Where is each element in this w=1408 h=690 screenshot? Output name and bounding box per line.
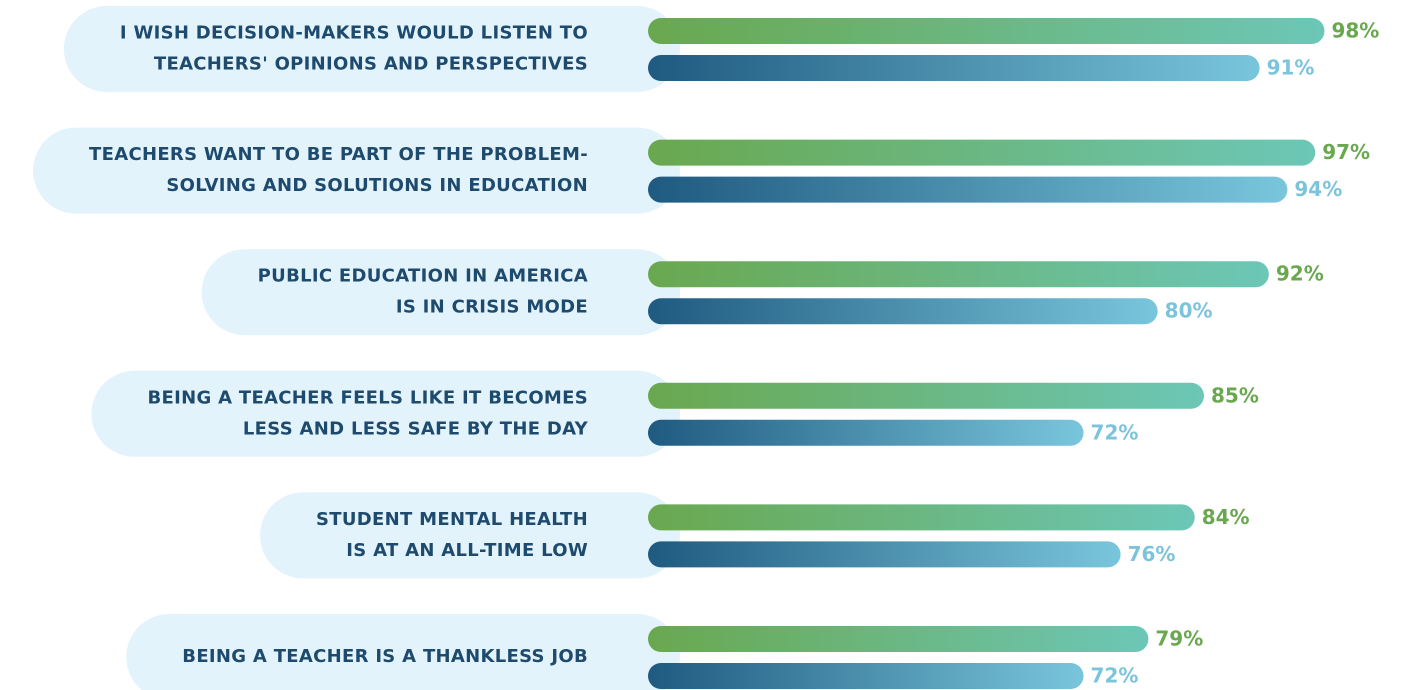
bar — [648, 18, 1325, 44]
value-label: 79% — [1155, 627, 1203, 651]
bar — [648, 55, 1260, 81]
category-label: BEING A TEACHER IS A THANKLESS JOB — [182, 646, 588, 667]
value-label: 92% — [1276, 262, 1324, 286]
value-label: 98% — [1331, 19, 1379, 43]
value-label: 84% — [1202, 505, 1250, 529]
category-label: TEACHERS' OPINIONS AND PERSPECTIVES — [154, 54, 588, 75]
category-label: PUBLIC EDUCATION IN AMERICA — [258, 266, 588, 287]
category-pill — [201, 249, 680, 336]
category-label: BEING A TEACHER FEELS LIKE IT BECOMES — [147, 387, 588, 408]
value-label: 76% — [1128, 542, 1176, 566]
value-label: 91% — [1267, 56, 1315, 80]
value-label: 97% — [1322, 140, 1370, 164]
bar — [648, 541, 1121, 568]
value-label: 72% — [1091, 664, 1139, 688]
value-label: 85% — [1211, 383, 1259, 407]
category-pill — [260, 492, 680, 579]
value-label: 72% — [1091, 420, 1139, 444]
bar — [648, 663, 1084, 689]
category-label: SOLVING AND SOLUTIONS IN EDUCATION — [166, 175, 588, 196]
value-label: 80% — [1165, 299, 1213, 323]
value-label: 94% — [1294, 177, 1342, 201]
bar — [648, 176, 1288, 203]
bar — [648, 382, 1204, 409]
category-label: LESS AND LESS SAFE BY THE DAY — [243, 418, 589, 439]
bar — [648, 298, 1158, 325]
bar — [648, 504, 1195, 531]
category-label: IS AT AN ALL-TIME LOW — [346, 540, 588, 561]
bar — [648, 419, 1084, 446]
category-pill — [63, 6, 680, 92]
category-label: STUDENT MENTAL HEALTH — [316, 509, 588, 530]
category-label: TEACHERS WANT TO BE PART OF THE PROBLEM- — [89, 144, 588, 165]
category-pill — [126, 614, 680, 690]
bar — [648, 626, 1149, 652]
bar — [648, 139, 1316, 166]
category-label: IS IN CRISIS MODE — [396, 297, 588, 318]
category-pill — [91, 370, 680, 457]
category-pill — [33, 127, 680, 214]
category-label: I WISH DECISION-MAKERS WOULD LISTEN TO — [120, 23, 588, 44]
bar — [648, 261, 1269, 288]
